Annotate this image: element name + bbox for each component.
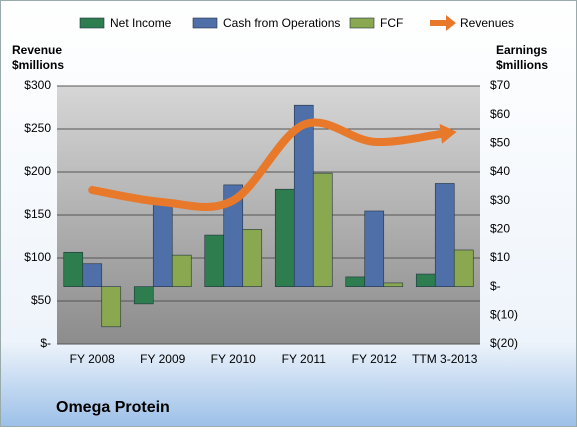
y-tick-label: $- xyxy=(40,336,51,350)
y-tick-label: $300 xyxy=(24,78,51,92)
x-tick-label: FY 2011 xyxy=(282,352,327,366)
legend-label: Net Income xyxy=(110,16,172,30)
y-tick-label: $200 xyxy=(24,164,51,178)
bar xyxy=(82,263,103,287)
bar xyxy=(133,286,154,305)
bar xyxy=(345,276,366,287)
bar xyxy=(204,234,225,287)
x-tick-label: FY 2009 xyxy=(140,352,185,366)
legend-swatch xyxy=(446,15,456,31)
y-tick-label: $100 xyxy=(24,250,51,264)
y2-tick-label: $(20) xyxy=(490,336,518,350)
revenue-line xyxy=(88,118,449,211)
bar xyxy=(171,254,192,287)
y2-tick-label: $30 xyxy=(490,193,510,207)
y2-tick-label: $- xyxy=(490,279,501,293)
bar xyxy=(242,229,263,287)
y2-tick-label: $60 xyxy=(490,107,510,121)
y-tick-label: $250 xyxy=(24,121,51,135)
y2-tick-label: $70 xyxy=(490,78,510,92)
bar xyxy=(434,183,455,287)
y-tick-label: $150 xyxy=(24,207,51,221)
x-tick-label: TTM 3-2013 xyxy=(412,352,478,366)
bar xyxy=(453,249,474,287)
legend-label: Cash from Operations xyxy=(223,16,340,30)
y2-tick-label: $(10) xyxy=(490,308,518,322)
bar xyxy=(152,201,173,287)
bar xyxy=(312,172,333,287)
y-axis-title: $millions xyxy=(12,58,64,72)
bar xyxy=(274,188,295,287)
y2-tick-label: $50 xyxy=(490,136,510,150)
chart-title: Omega Protein xyxy=(56,399,170,416)
y-axis-title: Revenue xyxy=(12,43,62,57)
legend-label: FCF xyxy=(380,16,403,30)
x-tick-label: FY 2012 xyxy=(352,352,397,366)
bar xyxy=(63,251,84,287)
y-tick-label: $50 xyxy=(31,293,51,307)
y2-tick-label: $40 xyxy=(490,164,510,178)
legend-label: Revenues xyxy=(460,16,514,30)
bar xyxy=(101,286,122,328)
y2-tick-label: $10 xyxy=(490,250,510,264)
y2-axis-title: $millions xyxy=(496,58,548,72)
bar xyxy=(383,282,404,287)
x-tick-label: FY 2008 xyxy=(70,352,115,366)
y2-tick-label: $20 xyxy=(490,222,510,236)
legend-swatch xyxy=(349,17,375,29)
y2-axis-title: Earnings xyxy=(496,43,548,57)
bar xyxy=(415,273,436,287)
x-tick-label: FY 2010 xyxy=(211,352,256,366)
bar xyxy=(364,210,385,287)
legend-swatch xyxy=(192,17,218,29)
legend-swatch xyxy=(79,17,105,29)
arrow-head xyxy=(439,123,457,144)
